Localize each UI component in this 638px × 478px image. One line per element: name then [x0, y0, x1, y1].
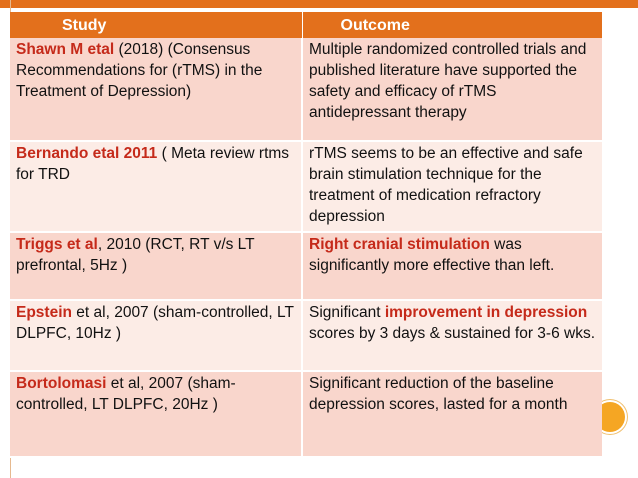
outcome-text: Significant reduction of the baseline de… [309, 375, 568, 413]
outcome-cell: Right cranial stimulation was significan… [302, 232, 602, 301]
table-row: Epstein et al, 2007 (sham-controlled, LT… [10, 300, 602, 372]
outcome-cell: Significant improvement in depression sc… [302, 300, 602, 372]
study-cell: Triggs et al, 2010 (RCT, RT v/s LT prefr… [10, 232, 303, 301]
study-author: Bernando etal 2011 [16, 145, 158, 162]
study-details: , 2010 (RCT, RT v/s LT prefrontal, 5Hz ) [16, 236, 255, 274]
outcome-text: rTMS seems to be an effective and safe b… [309, 145, 583, 225]
outcome-highlight: improvement in depression [384, 304, 588, 321]
column-header-outcome: Outcome [302, 12, 602, 38]
outcome-highlight: Right cranial stimulation [309, 236, 490, 253]
table-row: Triggs et al, 2010 (RCT, RT v/s LT prefr… [10, 232, 602, 301]
study-cell: Bernando etal 2011 ( Meta review rtms fo… [10, 141, 303, 233]
study-details: et al, 2007 (sham-controlled, LT DLPFC, … [16, 304, 294, 342]
study-details: (2018) (Consensus Recommendations for (r… [16, 41, 263, 100]
study-author: Shawn M etal [16, 41, 115, 58]
study-cell: Epstein et al, 2007 (sham-controlled, LT… [10, 300, 303, 372]
study-details: et al, 2007 (sham-controlled, LT DLPFC, … [16, 375, 236, 413]
table-row: Bortolomasi et al, 2007 (sham-controlled… [10, 371, 602, 458]
study-details: ( Meta review rtms for TRD [16, 145, 290, 183]
study-cell: Bortolomasi et al, 2007 (sham-controlled… [10, 371, 303, 458]
outcome-text: Multiple randomized controlled trials an… [309, 41, 587, 121]
top-accent-bar [0, 0, 638, 8]
study-outcome-table: Study Outcome Shawn M etal (2018) (Conse… [10, 12, 602, 458]
outcome-cell: Multiple randomized controlled trials an… [302, 38, 602, 142]
outcome-cell: rTMS seems to be an effective and safe b… [302, 141, 602, 233]
outcome-text-end: was significantly more effective than le… [309, 236, 555, 274]
study-author: Triggs et al [16, 236, 98, 253]
column-header-study: Study [10, 12, 303, 38]
outcome-text-end: scores by 3 days & sustained for 3-6 wks… [309, 325, 596, 342]
table-row: Shawn M etal (2018) (Consensus Recommend… [10, 38, 602, 142]
study-cell: Shawn M etal (2018) (Consensus Recommend… [10, 38, 303, 142]
study-author: Epstein [16, 304, 72, 321]
table-header-row: Study Outcome [10, 12, 602, 38]
table-row: Bernando etal 2011 ( Meta review rtms fo… [10, 141, 602, 233]
outcome-cell: Significant reduction of the baseline de… [302, 371, 602, 458]
study-author: Bortolomasi [16, 375, 107, 392]
outcome-text: Significant [309, 304, 385, 321]
